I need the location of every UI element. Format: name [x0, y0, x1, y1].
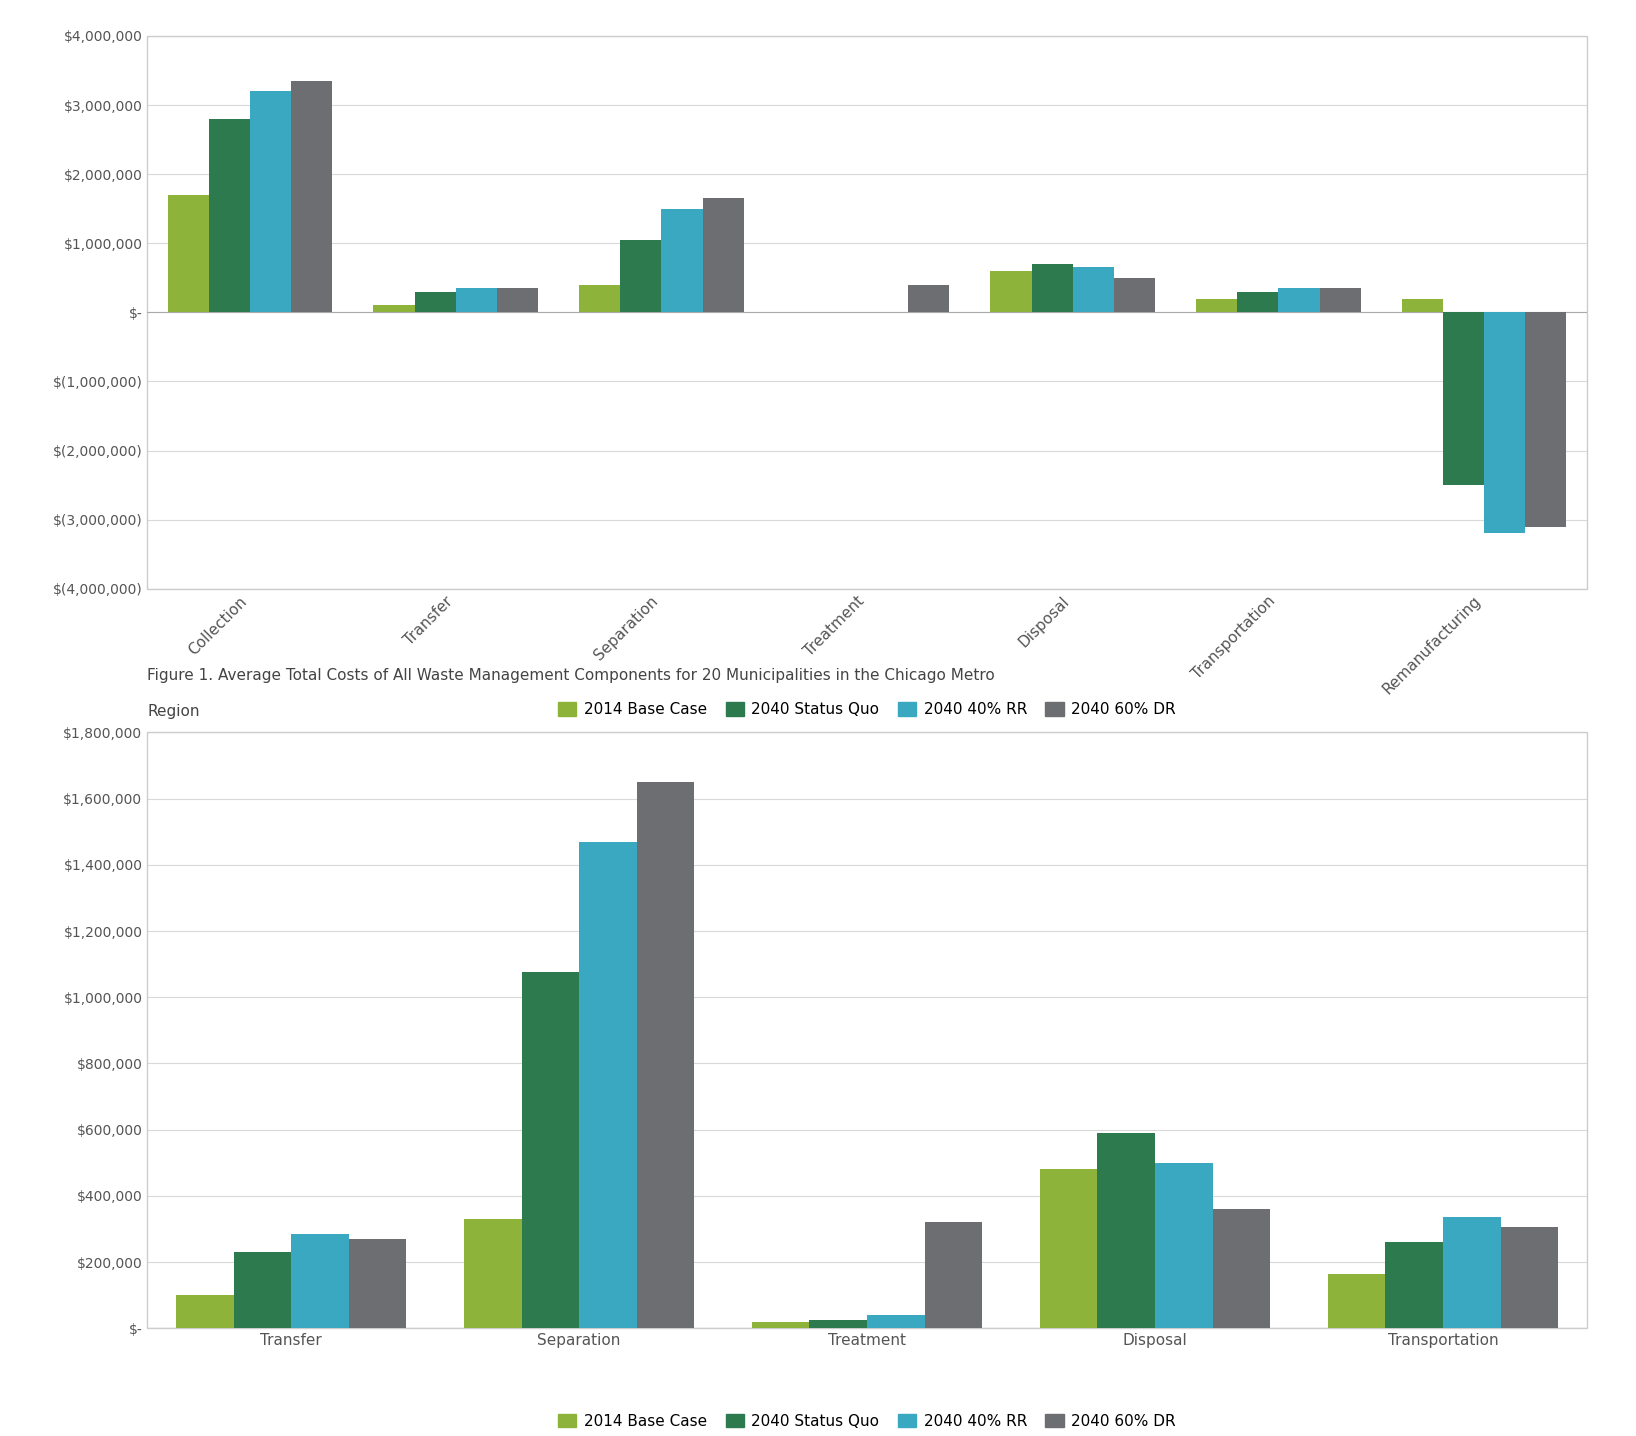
Bar	[1212, 1209, 1270, 1328]
Bar	[1443, 1218, 1500, 1328]
Bar	[1098, 1133, 1155, 1328]
Bar	[522, 972, 579, 1328]
Bar	[1032, 264, 1073, 312]
Bar	[1484, 312, 1525, 533]
Bar	[579, 841, 636, 1328]
Bar	[456, 289, 497, 312]
Bar	[1500, 1228, 1557, 1328]
Bar	[1320, 289, 1361, 312]
Bar	[1525, 312, 1566, 527]
Bar	[177, 1295, 234, 1328]
Bar	[636, 783, 694, 1328]
Bar	[1328, 1274, 1386, 1328]
Bar	[1402, 299, 1443, 312]
Bar	[1237, 292, 1278, 312]
Bar	[291, 80, 332, 312]
Bar	[1040, 1169, 1098, 1328]
Bar	[169, 195, 209, 312]
Bar	[702, 198, 744, 312]
Text: Figure 1. Average Total Costs of All Waste Management Components for 20 Municipa: Figure 1. Average Total Costs of All Was…	[147, 668, 995, 682]
Bar	[291, 1234, 348, 1328]
Bar	[1386, 1242, 1443, 1328]
Bar	[990, 271, 1032, 312]
Legend: 2014 Base Case, 2040 Status Quo, 2040 40% RR, 2040 60% DR: 2014 Base Case, 2040 Status Quo, 2040 40…	[551, 696, 1183, 724]
Bar	[753, 1321, 810, 1328]
Bar	[661, 208, 702, 312]
Bar	[250, 90, 291, 312]
Bar	[1155, 1163, 1212, 1328]
Bar	[234, 1252, 291, 1328]
Bar	[465, 1219, 522, 1328]
Bar	[908, 284, 949, 312]
Bar	[348, 1239, 406, 1328]
Bar	[1073, 267, 1114, 312]
Bar	[924, 1222, 982, 1328]
Bar	[414, 292, 456, 312]
Bar	[1443, 312, 1484, 485]
Bar	[1114, 277, 1155, 312]
Bar	[867, 1315, 924, 1328]
Bar	[1196, 299, 1237, 312]
Text: Region: Region	[147, 704, 200, 718]
Legend: 2014 Base Case, 2040 Status Quo, 2040 40% RR, 2040 60% DR: 2014 Base Case, 2040 Status Quo, 2040 40…	[551, 1407, 1183, 1435]
Bar	[497, 289, 538, 312]
Bar	[579, 284, 620, 312]
Bar	[620, 240, 661, 312]
Bar	[810, 1320, 867, 1328]
Bar	[209, 119, 250, 312]
Bar	[373, 306, 414, 312]
Bar	[1278, 289, 1320, 312]
